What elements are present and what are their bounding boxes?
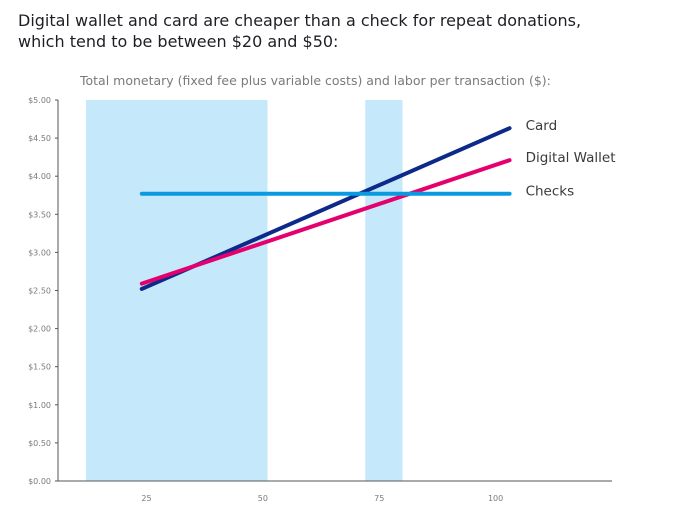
y-tick-label: $1.50 — [28, 363, 51, 372]
y-tick-label: $5.00 — [28, 96, 51, 105]
legend-label-card: Card — [526, 118, 558, 134]
series-line-digital-wallet — [139, 158, 512, 286]
y-tick-label: $3.50 — [28, 210, 51, 219]
x-tick-label: 100 — [488, 494, 503, 503]
legend-label-digital-wallet: Digital Wallet — [526, 150, 616, 166]
x-tick-label: 25 — [141, 494, 151, 503]
y-tick-label: $2.50 — [28, 287, 51, 296]
y-tick-label: $0.50 — [28, 439, 51, 448]
y-tick-label: $1.00 — [28, 401, 51, 410]
x-tick-label: 75 — [374, 494, 384, 503]
highlight-band-1 — [85, 100, 268, 481]
chart-title-line-2: which tend to be between $20 and $50: — [18, 32, 339, 51]
highlight-bands — [85, 100, 403, 481]
series-lines — [139, 126, 512, 291]
chart-title-line-1: Digital wallet and card are cheaper than… — [18, 11, 582, 30]
y-tick-label: $4.50 — [28, 134, 51, 143]
y-tick-label: $4.00 — [28, 172, 51, 181]
chart-title: Digital wallet and card are cheaper than… — [18, 10, 668, 52]
y-tick-label: $2.00 — [28, 325, 51, 334]
legend-label-checks: Checks — [526, 184, 575, 200]
y-tick-label: $3.00 — [28, 248, 51, 257]
legend: Card Digital Wallet Checks — [526, 118, 616, 200]
highlight-band-2 — [365, 100, 403, 481]
x-tick-label: 50 — [258, 494, 268, 503]
axes: $0.00 $0.50 $1.00 $1.50 $2.00 $2.50 $3.00 $3.50… — [28, 96, 612, 503]
chart-subtitle: Total monetary (fixed fee plus variable … — [79, 73, 551, 88]
y-tick-label: $0.00 — [28, 477, 51, 486]
